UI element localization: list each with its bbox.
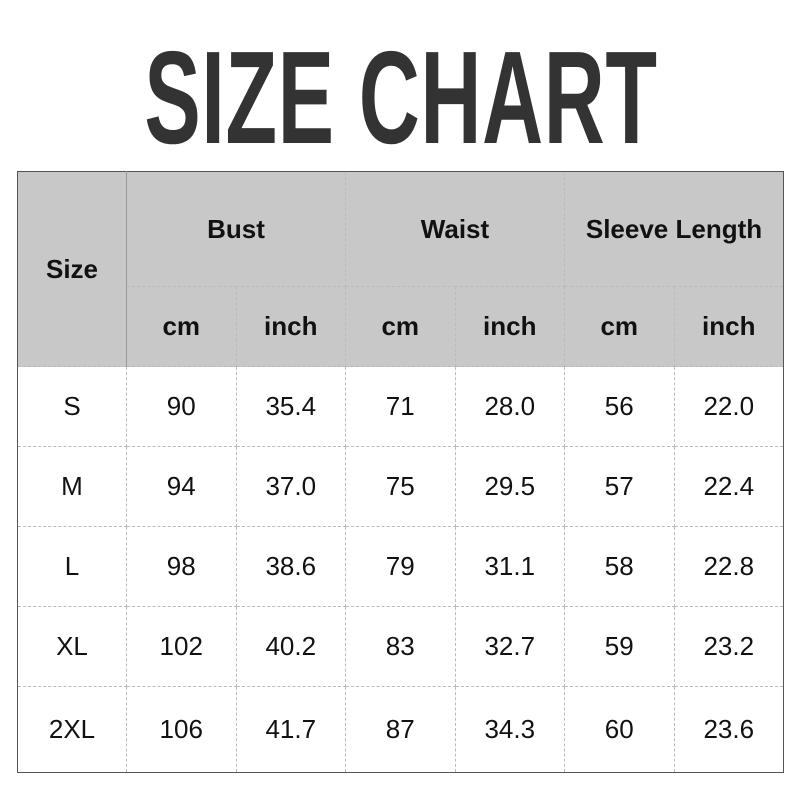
table-cell: 60 — [564, 686, 675, 773]
table-cell: 23.6 — [673, 686, 784, 773]
table-cell: 87 — [345, 686, 456, 773]
table-cell: 57 — [564, 446, 675, 527]
size-cell: M — [17, 446, 127, 527]
table-cell: 28.0 — [454, 366, 565, 447]
size-cell: L — [17, 526, 127, 607]
size-cell: S — [17, 366, 127, 447]
title-text: SIZE CHART — [144, 24, 658, 171]
table-cell: 38.6 — [235, 526, 346, 607]
table-cell: 22.8 — [673, 526, 784, 607]
table-cell: 23.2 — [673, 606, 784, 687]
table-cell: 71 — [345, 366, 456, 447]
page-title: SIZE CHART — [0, 28, 800, 168]
table-cell: 31.1 — [454, 526, 565, 607]
table-cell: 59 — [564, 606, 675, 687]
size-cell: 2XL — [17, 686, 127, 773]
table-cell: 41.7 — [235, 686, 346, 773]
table-cell: 83 — [345, 606, 456, 687]
table-cell: 75 — [345, 446, 456, 527]
table-cell: 37.0 — [235, 446, 346, 527]
table-cell: 34.3 — [454, 686, 565, 773]
table-cell: 40.2 — [235, 606, 346, 687]
size-cell: XL — [17, 606, 127, 687]
table-cell: 102 — [126, 606, 237, 687]
table-cell: 56 — [564, 366, 675, 447]
unit-header: cm — [564, 286, 675, 367]
unit-header: cm — [126, 286, 237, 367]
table-row: 2XL 106 41.7 87 34.3 60 23.6 — [17, 686, 784, 773]
table-cell: 94 — [126, 446, 237, 527]
table-cell: 35.4 — [235, 366, 346, 447]
group-header-waist: Waist — [345, 171, 565, 287]
unit-header: inch — [235, 286, 346, 367]
table-cell: 98 — [126, 526, 237, 607]
unit-header: cm — [345, 286, 456, 367]
table-row: M 94 37.0 75 29.5 57 22.4 — [17, 446, 784, 527]
table-cell: 90 — [126, 366, 237, 447]
table-cell: 29.5 — [454, 446, 565, 527]
table-cell: 58 — [564, 526, 675, 607]
table-row: XL 102 40.2 83 32.7 59 23.2 — [17, 606, 784, 687]
table-cell: 106 — [126, 686, 237, 773]
table-cell: 22.4 — [673, 446, 784, 527]
group-header-bust: Bust — [126, 171, 346, 287]
size-chart-table: Size Bust Waist Sleeve Length cm inch cm in… — [17, 171, 784, 773]
table-row: S 90 35.4 71 28.0 56 22.0 — [17, 366, 784, 447]
group-header-sleeve-length: Sleeve Length — [564, 171, 784, 287]
unit-header: inch — [673, 286, 784, 367]
table-row: L 98 38.6 79 31.1 58 22.8 — [17, 526, 784, 607]
table-cell: 22.0 — [673, 366, 784, 447]
unit-header: inch — [454, 286, 565, 367]
table-cell: 79 — [345, 526, 456, 607]
table-cell: 32.7 — [454, 606, 565, 687]
size-header: Size — [17, 171, 127, 367]
